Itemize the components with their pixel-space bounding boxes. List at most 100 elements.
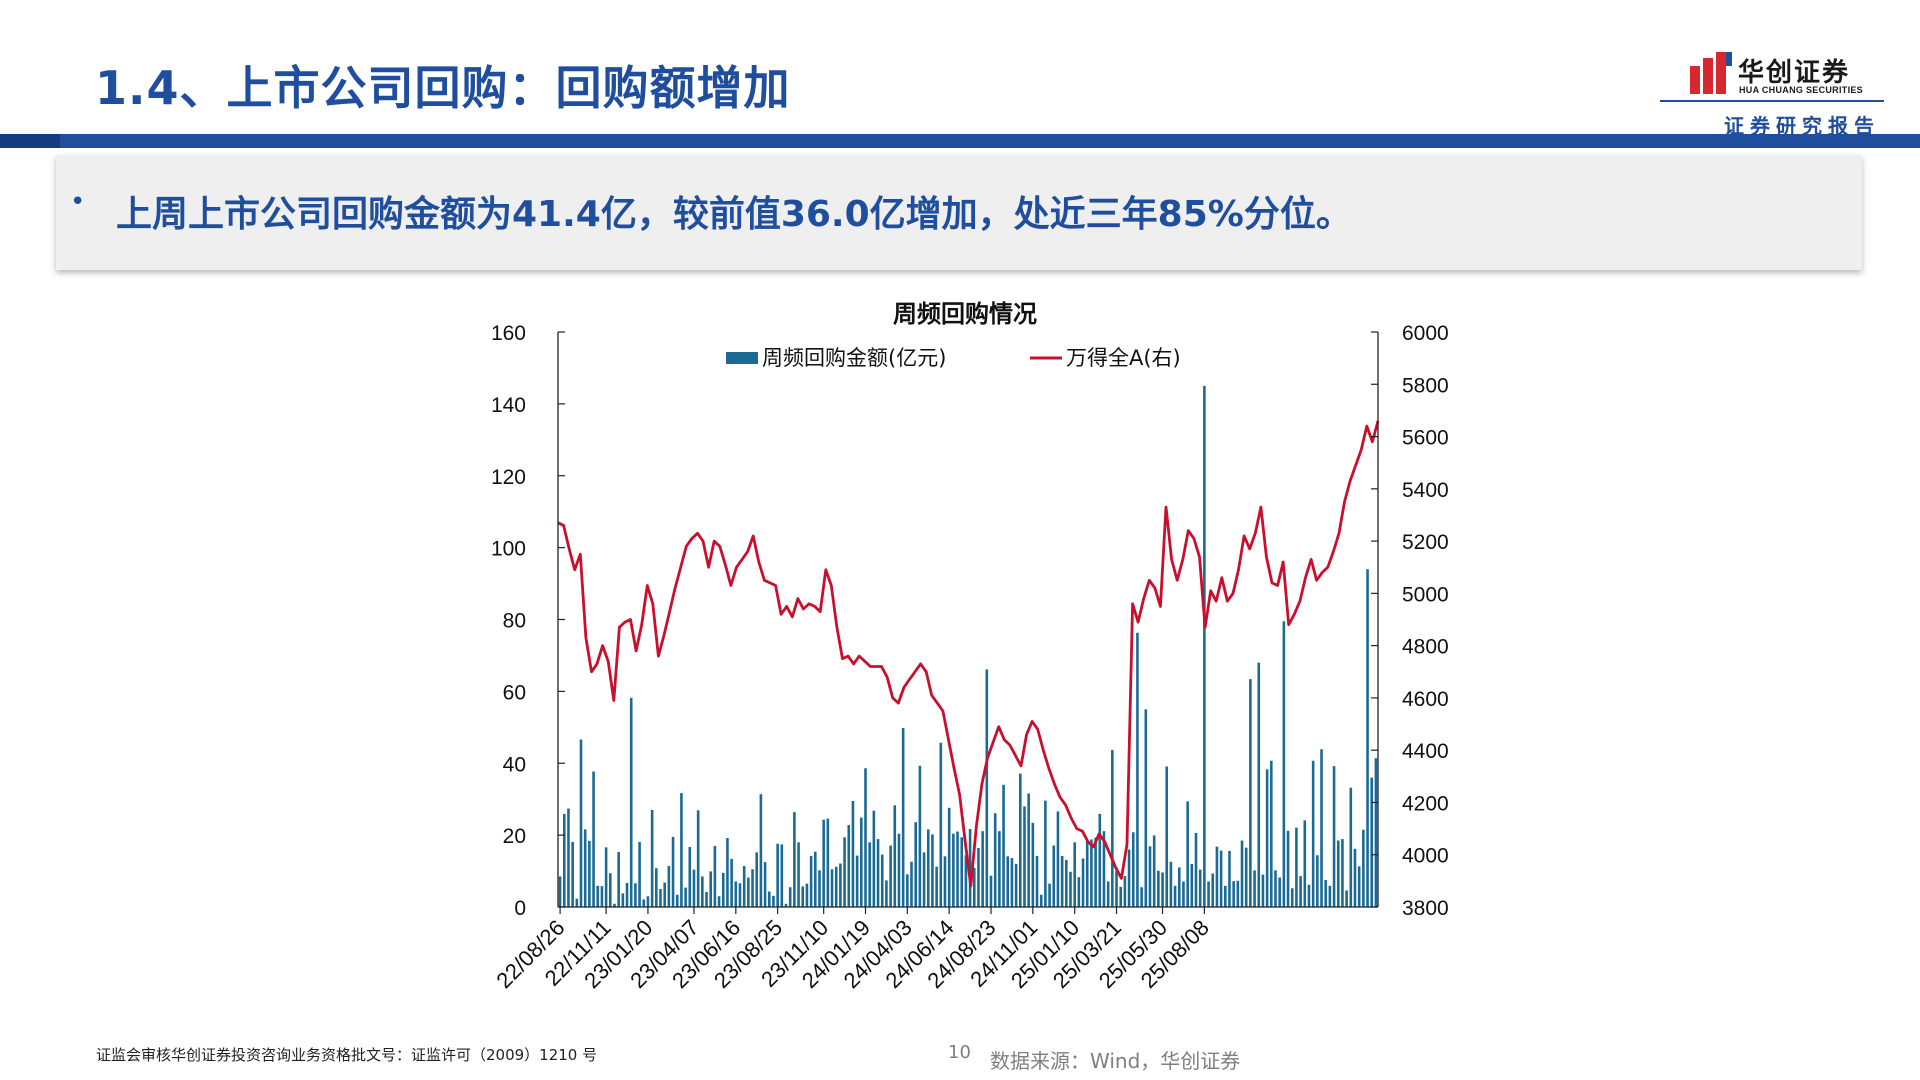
right-tick-label: 6000 — [1402, 322, 1449, 345]
legend-bar-label: 周频回购金额(亿元) — [762, 346, 946, 370]
bar — [721, 872, 725, 907]
bar — [650, 809, 654, 907]
left-tick-label: 0 — [514, 897, 526, 920]
bar — [851, 800, 855, 907]
bar — [1194, 832, 1198, 907]
bar — [964, 855, 968, 907]
left-tick-label: 40 — [503, 753, 526, 776]
bar — [772, 895, 775, 907]
right-tick-label: 3800 — [1402, 897, 1449, 920]
bar — [1207, 881, 1210, 907]
bar — [1127, 849, 1131, 907]
bar — [1244, 847, 1248, 907]
bar — [659, 889, 662, 907]
bar — [1010, 858, 1014, 908]
bar — [809, 855, 813, 907]
bar — [1203, 385, 1206, 907]
bar — [1077, 877, 1081, 907]
bar — [1320, 749, 1323, 907]
page-number: 10 — [948, 1042, 971, 1063]
left-tick-label: 60 — [503, 681, 526, 704]
bar — [1219, 850, 1223, 907]
bar — [1186, 801, 1189, 907]
bar — [759, 794, 763, 907]
bar — [755, 852, 759, 908]
bar — [621, 893, 625, 907]
bar-series — [558, 385, 1378, 908]
bar — [1341, 839, 1344, 907]
header-band — [0, 134, 1920, 148]
bar — [638, 841, 641, 907]
bar — [738, 883, 742, 907]
bar — [985, 669, 989, 907]
bar — [1182, 881, 1185, 907]
bar — [1002, 784, 1005, 907]
bar — [734, 881, 738, 907]
bar — [1173, 885, 1177, 907]
page-title: 1.4、上市公司回购：回购额增加 — [95, 61, 791, 115]
bar — [1353, 848, 1357, 907]
chart-title: 周频回购情况 — [893, 300, 1037, 328]
brand-name-en: HUA CHUANG SECURITIES — [1739, 85, 1863, 95]
bar — [918, 765, 922, 907]
bar — [671, 836, 675, 907]
bar — [793, 812, 796, 908]
bar — [788, 887, 792, 907]
right-tick-label: 5200 — [1402, 531, 1449, 554]
bar — [1345, 890, 1348, 907]
bar — [1148, 846, 1152, 907]
legend-bar-swatch — [726, 352, 758, 364]
bar — [1370, 777, 1374, 908]
bar — [868, 842, 871, 907]
bar — [822, 819, 825, 907]
bar — [830, 869, 834, 907]
bar — [696, 810, 700, 907]
bar — [1098, 813, 1102, 907]
bar — [805, 883, 809, 907]
bar — [604, 847, 608, 907]
bar — [1324, 880, 1327, 907]
bar — [989, 875, 993, 907]
bar — [864, 768, 867, 907]
bar — [1349, 787, 1353, 907]
bar — [784, 903, 788, 907]
bar — [747, 877, 750, 907]
index-line — [557, 420, 1380, 888]
bar — [1085, 840, 1089, 908]
bar — [1073, 842, 1076, 907]
bar — [1152, 835, 1156, 907]
bar — [667, 866, 671, 907]
bar — [1249, 679, 1252, 907]
bar — [814, 851, 817, 907]
bar — [1311, 760, 1315, 907]
bar — [655, 868, 658, 907]
bar — [901, 728, 905, 907]
bar — [701, 876, 704, 907]
bar — [1140, 887, 1143, 907]
bar — [847, 825, 851, 907]
bar — [613, 903, 616, 907]
bar — [730, 858, 733, 907]
bar — [709, 871, 712, 907]
bar — [1157, 870, 1160, 907]
bar — [1048, 883, 1051, 907]
bar — [889, 845, 892, 907]
bar — [872, 810, 876, 907]
bar — [943, 856, 947, 907]
bar — [625, 882, 629, 907]
bar — [1006, 856, 1010, 907]
bar — [1069, 871, 1072, 907]
brand-logo: 华创证券 HUA CHUANG SECURITIES — [1690, 52, 1870, 102]
bar — [675, 894, 679, 907]
bar — [818, 870, 821, 907]
bar — [1286, 830, 1290, 907]
bar — [1023, 806, 1026, 908]
bar — [1123, 876, 1127, 907]
line-series — [557, 420, 1380, 888]
bar — [855, 855, 859, 907]
bar — [956, 831, 959, 907]
bar — [629, 697, 633, 907]
bar — [684, 887, 687, 907]
bar — [726, 838, 729, 907]
bar — [742, 866, 746, 907]
